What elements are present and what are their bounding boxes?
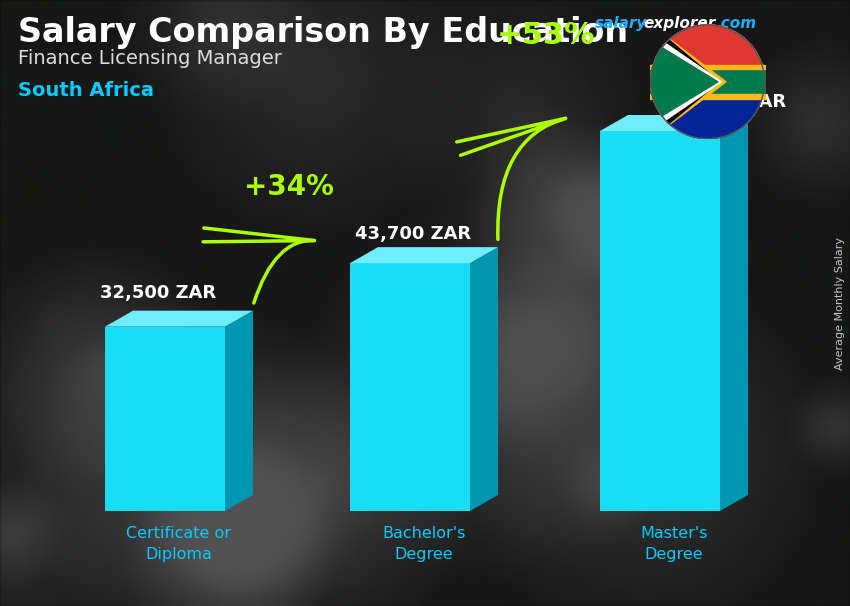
Text: Certificate or
Diploma: Certificate or Diploma <box>127 526 231 562</box>
Text: +53%: +53% <box>497 21 596 50</box>
Text: Salary Comparison By Education: Salary Comparison By Education <box>18 16 628 49</box>
Polygon shape <box>650 33 722 131</box>
Polygon shape <box>470 247 498 511</box>
Polygon shape <box>350 247 498 263</box>
Polygon shape <box>650 33 715 131</box>
Text: salary: salary <box>595 16 648 31</box>
Text: +34%: +34% <box>244 173 334 201</box>
Polygon shape <box>225 311 253 511</box>
Text: Master's
Degree: Master's Degree <box>640 526 708 562</box>
Polygon shape <box>650 41 718 123</box>
Polygon shape <box>105 327 225 511</box>
Text: Average Monthly Salary: Average Monthly Salary <box>835 236 845 370</box>
Polygon shape <box>600 131 720 511</box>
Wedge shape <box>650 82 765 139</box>
Polygon shape <box>720 115 748 511</box>
Polygon shape <box>600 115 748 131</box>
Wedge shape <box>650 24 765 82</box>
Polygon shape <box>650 24 719 139</box>
Text: South Africa: South Africa <box>18 81 154 100</box>
Text: Finance Licensing Manager: Finance Licensing Manager <box>18 49 282 68</box>
Polygon shape <box>350 263 470 511</box>
Text: 43,700 ZAR: 43,700 ZAR <box>355 225 471 243</box>
Text: .com: .com <box>715 16 756 31</box>
Circle shape <box>650 24 765 139</box>
Text: explorer: explorer <box>643 16 715 31</box>
Text: 67,000 ZAR: 67,000 ZAR <box>670 93 786 111</box>
Polygon shape <box>650 24 726 139</box>
Text: 32,500 ZAR: 32,500 ZAR <box>100 284 216 302</box>
Text: Bachelor's
Degree: Bachelor's Degree <box>382 526 466 562</box>
Polygon shape <box>105 311 253 327</box>
